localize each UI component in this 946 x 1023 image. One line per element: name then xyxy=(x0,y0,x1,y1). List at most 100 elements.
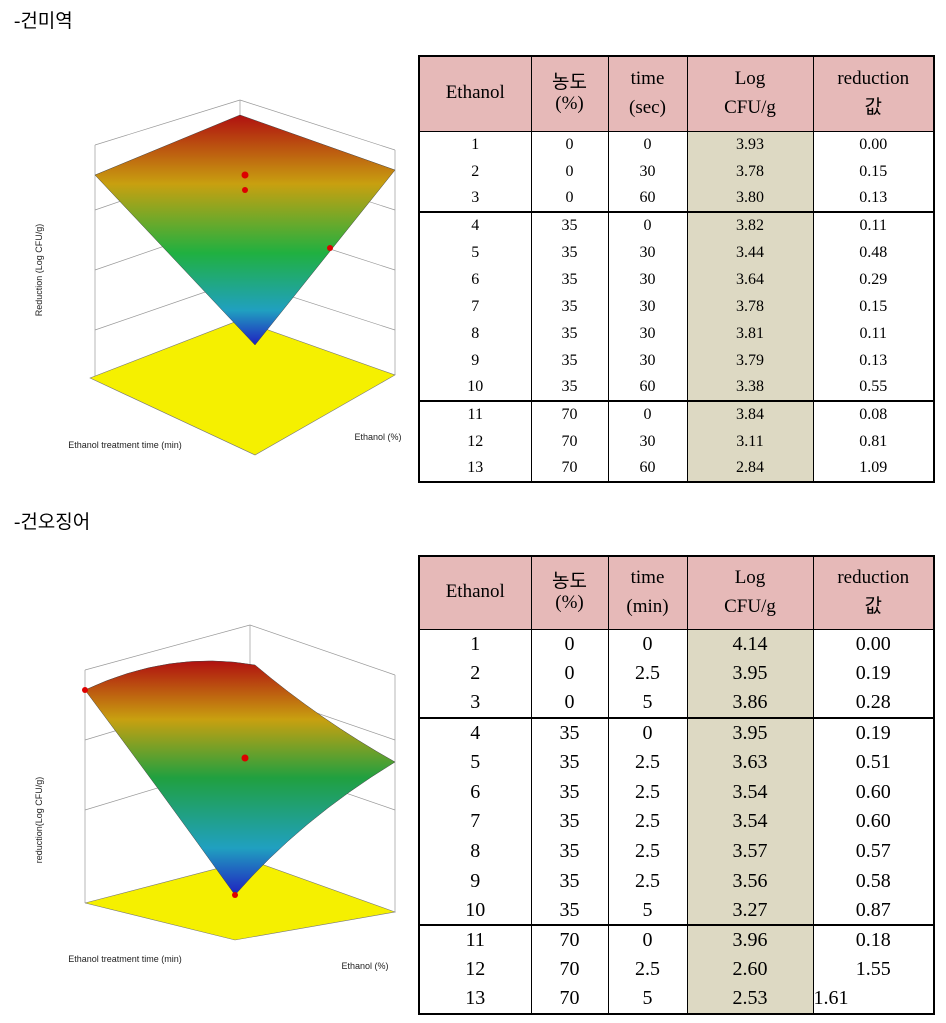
cell: 12 xyxy=(418,428,532,455)
cell: 9 xyxy=(418,347,532,374)
data-row: 2 0 2.5 3.95 0.19 xyxy=(418,658,935,689)
cell: 35 xyxy=(530,266,609,293)
cell: 3.63 xyxy=(686,747,814,777)
header-cell: Ethanol xyxy=(418,55,532,132)
cell: 0.15 xyxy=(812,158,935,185)
cell: 3.54 xyxy=(686,776,814,807)
cell: 70 xyxy=(530,400,609,428)
cell: 35 xyxy=(530,320,609,347)
cell: 0.13 xyxy=(812,185,935,212)
cell: 70 xyxy=(530,428,609,455)
header-text: (%) xyxy=(555,591,584,613)
cell: 0.19 xyxy=(812,658,935,689)
data-row: 8 35 30 3.81 0.11 xyxy=(418,320,935,347)
header-row: Ethanol 농도 (%) time (sec) Log CFU/g reduction 값 xyxy=(418,55,935,132)
cell: 35 xyxy=(530,293,609,320)
axis-label: Ethanol (%) xyxy=(354,432,401,442)
cell: 0 xyxy=(530,185,609,212)
cell: 0 xyxy=(530,629,609,659)
cell: 2.5 xyxy=(607,806,688,837)
data-row: 1 0 0 3.93 0.00 xyxy=(418,131,935,158)
cell: 70 xyxy=(530,984,609,1014)
axis-label: Ethanol treatment time (min) xyxy=(68,440,182,450)
cell: 0.15 xyxy=(812,293,935,320)
cell: 2 xyxy=(418,658,532,689)
data-row: 5 35 2.5 3.63 0.51 xyxy=(418,747,935,777)
cell: 10 xyxy=(418,895,532,925)
cell: 0.18 xyxy=(812,923,935,955)
cell: 0.57 xyxy=(812,836,935,866)
cell: 0.58 xyxy=(812,865,935,896)
cell: 5 xyxy=(607,895,688,925)
cell: 35 xyxy=(530,836,609,866)
data-row: 6 35 30 3.64 0.29 xyxy=(418,266,935,293)
cell: 70 xyxy=(530,954,609,985)
data-row: 4 35 0 3.82 0.11 xyxy=(418,211,935,239)
cell: 8 xyxy=(418,320,532,347)
cell: 0.00 xyxy=(812,131,935,158)
axis-label: Ethanol treatment time (min) xyxy=(68,954,182,964)
cell: 4.14 xyxy=(686,629,814,659)
cell: 6 xyxy=(418,266,532,293)
cell: 3.80 xyxy=(686,185,814,212)
header-text: 값 xyxy=(864,595,882,617)
cell: 3.78 xyxy=(686,293,814,320)
cell: 35 xyxy=(530,895,609,925)
cell: 11 xyxy=(418,400,532,428)
cell: 0.55 xyxy=(812,374,935,401)
cell: 1 xyxy=(418,629,532,659)
header-text: (sec) xyxy=(629,96,666,118)
cell: 0 xyxy=(530,131,609,158)
cell: 0.00 xyxy=(812,629,935,659)
cell: 35 xyxy=(530,776,609,807)
data-row: 9 35 2.5 3.56 0.58 xyxy=(418,865,935,896)
data-row: 1 0 0 4.14 0.00 xyxy=(418,629,935,659)
header-text: Ethanol xyxy=(445,581,505,603)
data-row: 12 70 2.5 2.60 1.55 xyxy=(418,954,935,985)
header-text: time xyxy=(630,566,665,588)
header-cell: 농도 (%) xyxy=(530,555,609,630)
cell: 3.11 xyxy=(686,428,814,455)
cell: 2.5 xyxy=(607,747,688,777)
header-text: 농도 xyxy=(552,71,587,93)
surface-plot: Reduction (Log CFU/g) Ethanol treatment … xyxy=(34,99,402,456)
axis-label: reduction(Log CFU/g) xyxy=(34,777,44,864)
cell: 3.79 xyxy=(686,347,814,374)
header-cell: Log CFU/g xyxy=(686,55,814,132)
cell: 0.48 xyxy=(812,239,935,266)
cell: 30 xyxy=(607,239,688,266)
cell: 0 xyxy=(607,211,688,239)
cell: 1.61 xyxy=(812,984,935,1014)
cell: 9 xyxy=(418,865,532,896)
section-title: -건오징어 xyxy=(14,512,91,533)
cell: 8 xyxy=(418,836,532,866)
cell: 3.57 xyxy=(686,836,814,866)
cell: 35 xyxy=(530,747,609,777)
cell: 0 xyxy=(530,688,609,718)
cell: 1.55 xyxy=(812,954,935,985)
data-row: 9 35 30 3.79 0.13 xyxy=(418,347,935,374)
axis-label: Ethanol (%) xyxy=(341,961,388,971)
cell: 30 xyxy=(607,320,688,347)
cell: 3.27 xyxy=(686,895,814,925)
cell: 0.08 xyxy=(812,400,935,428)
cell: 4 xyxy=(418,716,532,748)
cell: 0.11 xyxy=(812,211,935,239)
cell: 0 xyxy=(530,658,609,689)
cell: 30 xyxy=(607,158,688,185)
cell: 0.19 xyxy=(812,716,935,748)
data-row: 13 70 60 2.84 1.09 xyxy=(418,455,935,482)
header-text: (min) xyxy=(626,595,669,617)
data-row: 5 35 30 3.44 0.48 xyxy=(418,239,935,266)
header-cell: 농도 (%) xyxy=(530,55,609,132)
cell: 30 xyxy=(607,428,688,455)
cell: 35 xyxy=(530,865,609,896)
cell: 11 xyxy=(418,923,532,955)
cell: 3 xyxy=(418,688,532,718)
cell: 30 xyxy=(607,293,688,320)
header-cell: Ethanol xyxy=(418,555,532,630)
cell: 0.51 xyxy=(812,747,935,777)
cell: 3.93 xyxy=(686,131,814,158)
axis-label: Reduction (Log CFU/g) xyxy=(34,224,44,317)
cell: 0.29 xyxy=(812,266,935,293)
